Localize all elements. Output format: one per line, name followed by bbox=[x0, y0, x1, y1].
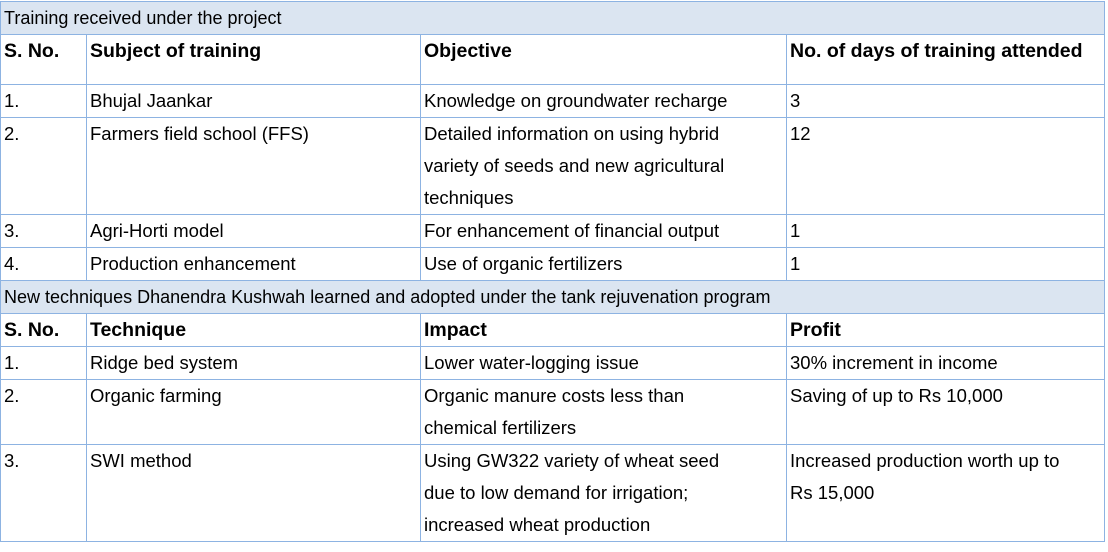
objective-cell: Detailed information on using hybrid var… bbox=[420, 117, 787, 215]
subject-cell: Farmers field school (FFS) bbox=[86, 117, 421, 215]
objective-cell: For enhancement of financial output bbox=[420, 214, 787, 248]
objective-line: Detailed information on using hybrid bbox=[424, 123, 720, 144]
header-objective: Objective bbox=[420, 34, 787, 85]
impact-line: due to low demand for irrigation; bbox=[424, 482, 689, 503]
objective-line: techniques bbox=[424, 187, 514, 208]
objective-line: Knowledge on groundwater recharge bbox=[424, 90, 728, 111]
profit-cell: Saving of up to Rs 10,000 bbox=[786, 379, 1105, 445]
profit-line: Rs 15,000 bbox=[790, 482, 875, 503]
header-subject: Subject of training bbox=[86, 34, 421, 85]
sno-cell: 2. bbox=[0, 379, 87, 445]
technique-cell: SWI method bbox=[86, 444, 421, 542]
impact-line: Lower water-logging issue bbox=[424, 352, 639, 373]
table-row: 1. Ridge bed system Lower water-logging … bbox=[0, 346, 1105, 380]
days-cell: 3 bbox=[786, 84, 1105, 118]
sno-cell: 2. bbox=[0, 117, 87, 215]
training-section-title: Training received under the project bbox=[0, 1, 1105, 35]
techniques-header-row: S. No. Technique Impact Profit bbox=[0, 313, 1105, 347]
sno-cell: 1. bbox=[0, 84, 87, 118]
days-cell: 12 bbox=[786, 117, 1105, 215]
training-title-row: Training received under the project bbox=[0, 1, 1105, 35]
days-cell: 1 bbox=[786, 214, 1105, 248]
subject-cell: Production enhancement bbox=[86, 247, 421, 281]
impact-cell: Using GW322 variety of wheat seed due to… bbox=[420, 444, 787, 542]
impact-line: Organic manure costs less than bbox=[424, 385, 685, 406]
impact-cell: Lower water-logging issue bbox=[420, 346, 787, 380]
header-sno: S. No. bbox=[0, 313, 87, 347]
objective-line: variety of seeds and new agricultural bbox=[424, 155, 725, 176]
objective-line: For enhancement of financial output bbox=[424, 220, 720, 241]
header-profit: Profit bbox=[786, 313, 1105, 347]
header-impact: Impact bbox=[420, 313, 787, 347]
table-row: 1. Bhujal Jaankar Knowledge on groundwat… bbox=[0, 84, 1105, 118]
sno-cell: 1. bbox=[0, 346, 87, 380]
impact-cell: Organic manure costs less than chemical … bbox=[420, 379, 787, 445]
days-cell: 1 bbox=[786, 247, 1105, 281]
profit-line: 30% increment in income bbox=[790, 352, 998, 373]
training-and-techniques-table: Training received under the project S. N… bbox=[0, 1, 1105, 542]
subject-cell: Agri-Horti model bbox=[86, 214, 421, 248]
objective-cell: Use of organic fertilizers bbox=[420, 247, 787, 281]
header-sno: S. No. bbox=[0, 34, 87, 85]
subject-cell: Bhujal Jaankar bbox=[86, 84, 421, 118]
sno-cell: 3. bbox=[0, 444, 87, 542]
impact-line: increased wheat production bbox=[424, 514, 651, 535]
impact-line: chemical fertilizers bbox=[424, 417, 577, 438]
table-row: 3. Agri-Horti model For enhancement of f… bbox=[0, 214, 1105, 248]
objective-cell: Knowledge on groundwater recharge bbox=[420, 84, 787, 118]
training-header-row: S. No. Subject of training Objective No.… bbox=[0, 34, 1105, 85]
objective-line: Use of organic fertilizers bbox=[424, 253, 623, 274]
sno-cell: 4. bbox=[0, 247, 87, 281]
profit-line: Saving of up to Rs 10,000 bbox=[790, 385, 1003, 406]
table-row: 2. Farmers field school (FFS) Detailed i… bbox=[0, 117, 1105, 215]
technique-cell: Ridge bed system bbox=[86, 346, 421, 380]
techniques-section-title: New techniques Dhanendra Kushwah learned… bbox=[0, 280, 1105, 314]
technique-cell: Organic farming bbox=[86, 379, 421, 445]
header-technique: Technique bbox=[86, 313, 421, 347]
profit-cell: 30% increment in income bbox=[786, 346, 1105, 380]
table-row: 2. Organic farming Organic manure costs … bbox=[0, 379, 1105, 445]
impact-line: Using GW322 variety of wheat seed bbox=[424, 450, 720, 471]
techniques-title-row: New techniques Dhanendra Kushwah learned… bbox=[0, 280, 1105, 314]
header-days: No. of days of training attended bbox=[786, 34, 1105, 85]
table-row: 4. Production enhancement Use of organic… bbox=[0, 247, 1105, 281]
table-row: 3. SWI method Using GW322 variety of whe… bbox=[0, 444, 1105, 542]
profit-line: Increased production worth up to bbox=[790, 450, 1060, 471]
profit-cell: Increased production worth up to Rs 15,0… bbox=[786, 444, 1105, 542]
sno-cell: 3. bbox=[0, 214, 87, 248]
